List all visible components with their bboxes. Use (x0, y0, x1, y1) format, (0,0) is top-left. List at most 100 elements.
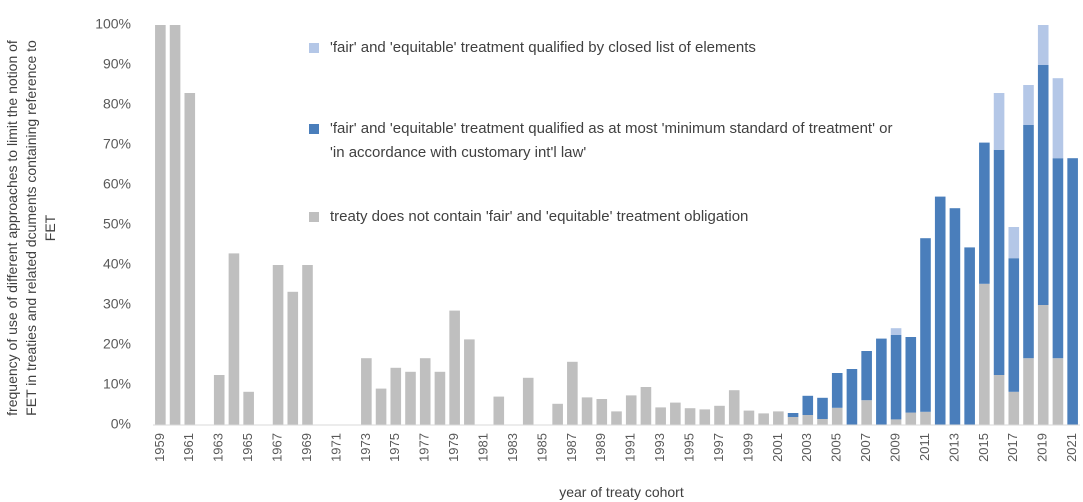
bar-segment (464, 339, 475, 425)
y-tick-label: 70% (103, 136, 131, 152)
x-tick-label: 1977 (417, 433, 432, 462)
bar-segment (1023, 125, 1034, 359)
bar-segment (905, 412, 917, 425)
x-tick-label: 1995 (682, 433, 697, 462)
bar-segment (979, 283, 990, 425)
bar-segment (302, 265, 313, 425)
bar-segment (728, 390, 740, 425)
x-tick-label: 1997 (711, 433, 726, 462)
y-tick-label: 0% (111, 416, 131, 432)
bar-segment (640, 387, 652, 425)
bar-segment (684, 408, 696, 425)
x-tick-label: 2003 (799, 433, 814, 462)
x-tick-label: 2021 (1064, 433, 1079, 462)
y-tick-label: 80% (103, 96, 131, 112)
bar-segment (787, 417, 799, 425)
bar-segment (861, 400, 872, 425)
x-tick-label: 1975 (387, 433, 402, 462)
y-tick-label: 20% (103, 336, 131, 352)
x-tick-label: 1987 (564, 433, 579, 462)
legend-label: 'fair' and 'equitable' treatment qualifi… (330, 120, 893, 161)
bar-segment (287, 291, 299, 425)
bar-segment (449, 310, 460, 425)
bar-segment (419, 358, 431, 425)
y-tick-label: 100% (95, 16, 131, 32)
bar-segment (1023, 85, 1034, 125)
bar-segment (1037, 65, 1049, 305)
bar-segment (979, 142, 990, 284)
bar-segment (993, 375, 1005, 425)
bar-segment (1052, 78, 1064, 159)
bar-segment (905, 337, 917, 413)
y-tick-label: 50% (103, 216, 131, 232)
x-tick-label: 2019 (1035, 433, 1050, 462)
bar-segment (1008, 227, 1020, 259)
bar-segment (611, 411, 622, 425)
bar-segment (184, 93, 196, 425)
bar-segment (552, 403, 563, 425)
bar-segment (1008, 258, 1020, 392)
bar-segment (846, 369, 858, 425)
bar-segment (493, 396, 505, 425)
bar-segment (993, 93, 1005, 150)
x-tick-label: 1969 (299, 433, 314, 462)
x-tick-label: 1993 (652, 433, 667, 462)
x-tick-label: 1973 (358, 433, 373, 462)
x-tick-label: 2011 (917, 433, 932, 461)
bar-segment (920, 411, 931, 425)
x-tick-label: 2015 (976, 433, 991, 462)
y-tick-label: 90% (103, 56, 131, 72)
bar-segment (787, 413, 799, 417)
bar-segment (773, 411, 784, 425)
bar-segment (934, 196, 946, 425)
bar-segment (213, 375, 225, 425)
bar-segment (949, 208, 961, 425)
x-tick-label: 2007 (858, 433, 873, 462)
x-tick-label: 1967 (270, 433, 285, 462)
x-tick-label: 2013 (946, 433, 961, 462)
bar-segment (920, 238, 931, 412)
bar-segment (655, 407, 666, 425)
x-tick-label: 1979 (446, 433, 461, 462)
x-tick-label: 1961 (181, 433, 196, 462)
x-tick-label: 1983 (505, 433, 520, 462)
x-tick-label: 1999 (740, 433, 755, 462)
bar-segment (361, 358, 372, 425)
bar-segment (831, 407, 843, 425)
bar-segment (405, 371, 416, 425)
legend-swatch (309, 124, 319, 134)
bar-segment (714, 405, 725, 425)
legend-swatch (309, 43, 319, 53)
bar-segment (890, 419, 902, 425)
bar-segment (434, 371, 446, 425)
bar-segment (861, 351, 872, 401)
bar-segment (1067, 158, 1078, 425)
x-tick-label: 1991 (623, 433, 638, 462)
bar-segment (1008, 391, 1020, 425)
bar-segment (1052, 158, 1064, 359)
bar-segment (522, 377, 534, 425)
bar-segment (581, 397, 593, 425)
bar-segment (831, 373, 843, 408)
bar-segment (802, 395, 814, 415)
bar-segment (155, 25, 166, 425)
bar-segment (758, 413, 769, 425)
x-tick-label: 1959 (152, 433, 167, 462)
bar-segment (243, 391, 254, 425)
bar-segment (169, 25, 181, 425)
x-tick-label: 1989 (593, 433, 608, 462)
bar-segment (596, 399, 608, 425)
bar-segment (699, 409, 711, 425)
x-axis-label: year of treaty cohort (559, 484, 684, 500)
legend-label: treaty does not contain 'fair' and 'equi… (330, 208, 749, 225)
bar-segment (625, 395, 637, 425)
bar-segment (817, 419, 828, 425)
bar-segment (890, 335, 902, 420)
y-tick-label: 10% (103, 376, 131, 392)
bar-segment (390, 367, 402, 425)
x-tick-label: 2005 (829, 433, 844, 462)
y-tick-label: 30% (103, 296, 131, 312)
bar-segment (964, 247, 975, 425)
x-tick-label: 2017 (1005, 433, 1020, 462)
x-tick-label: 2001 (770, 433, 785, 462)
